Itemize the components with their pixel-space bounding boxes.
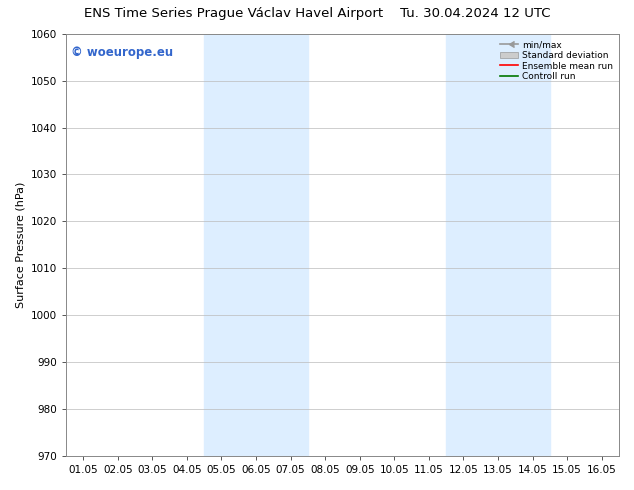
Bar [204,34,308,456]
Bar [446,34,550,456]
Legend: min/max, Standard deviation, Ensemble mean run, Controll run: min/max, Standard deviation, Ensemble me… [498,38,614,83]
Text: ENS Time Series Prague Václav Havel Airport    Tu. 30.04.2024 12 UTC: ENS Time Series Prague Václav Havel Airp… [84,7,550,21]
Text: © woeurope.eu: © woeurope.eu [72,47,174,59]
Y-axis label: Surface Pressure (hPa): Surface Pressure (hPa) [15,182,25,308]
